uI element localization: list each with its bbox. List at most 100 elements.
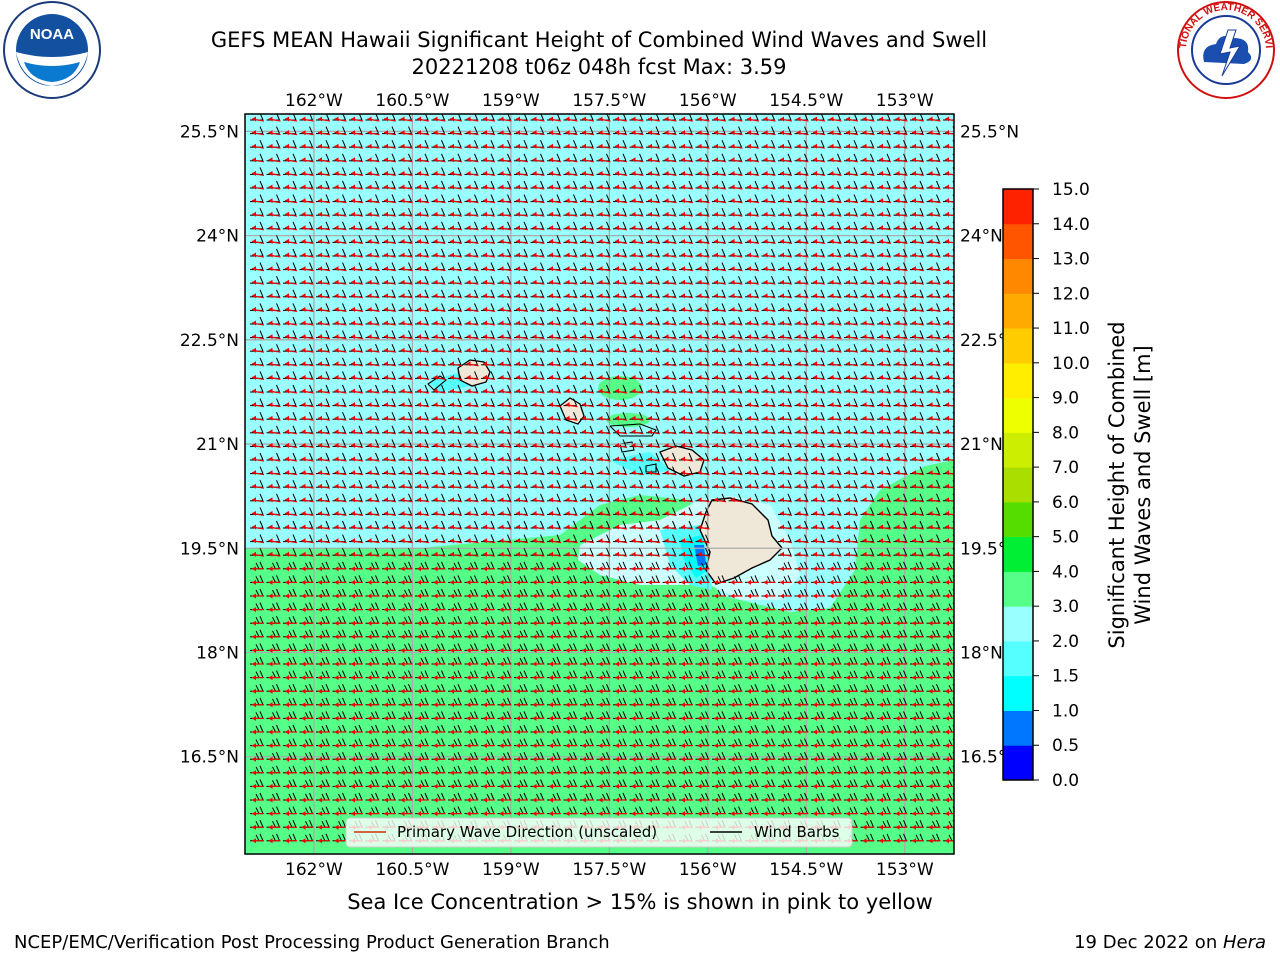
footer-date-text: 19 Dec 2022 on [1074,932,1223,953]
wave-direction-arrow [251,170,265,176]
wave-direction-arrow [631,130,644,136]
colorbar-swatch [1003,362,1033,399]
colorbar-swatch [1003,223,1033,260]
wave-direction-arrow [482,143,496,149]
wave-direction-arrow [416,170,430,176]
wave-direction-arrow [829,143,842,149]
colorbar-swatch [1003,571,1033,607]
noaa-logo-text: NOAA [30,26,74,43]
wave-direction-arrow [515,130,529,136]
lon-label-top: 154.5°W [769,91,843,111]
colorbar-tick-label: 6.0 [1052,493,1079,513]
wave-direction-arrow [268,116,281,122]
wave-direction-arrow [350,170,364,176]
wave-direction-arrow [482,130,496,136]
wave-direction-arrow [532,143,545,149]
wave-direction-arrow [796,143,809,149]
wave-direction-arrow [796,157,809,163]
wave-direction-arrow [746,116,760,122]
wave-direction-arrow [548,143,562,149]
wave-direction-arrow [284,130,298,136]
wave-direction-arrow [581,116,595,122]
wave-direction-arrow [763,143,776,149]
wave-direction-arrow [763,116,776,122]
lat-label-right: 25.5°N [960,122,1019,142]
map-title: GEFS MEAN Hawaii Significant Height of C… [210,28,988,52]
wave-direction-arrow [631,143,644,149]
wave-direction-arrow [812,143,826,149]
wave-direction-arrow [449,130,463,136]
wave-direction-arrow [532,157,545,163]
wave-direction-arrow [944,116,954,122]
island-lanai [619,441,635,453]
wave-direction-arrow [301,116,314,122]
wave-direction-arrow [416,130,430,136]
wave-direction-arrow [565,130,578,136]
wave-direction-arrow [911,157,925,163]
wave-direction-arrow [598,130,611,136]
wave-direction-arrow [845,116,859,122]
map-legend: Primary Wave Direction (unscaled) Wind B… [345,817,853,848]
colorbar-tick-label: 1.5 [1052,667,1079,687]
wave-direction-arrow [647,116,661,122]
wave-direction-arrow [301,170,314,176]
wave-direction-arrow [862,157,875,163]
colorbar-swatch [1003,397,1033,433]
wave-direction-arrow [911,143,925,149]
colorbar-swatch [1003,745,1033,781]
wave-direction-arrow [466,116,479,122]
wave-direction-arrow [664,130,677,136]
colorbar-swatch [1003,467,1033,503]
wave-direction-arrow [631,157,644,163]
colorbar-swatch [1003,189,1033,225]
wave-direction-arrow [548,130,562,136]
nws-logo: NATIONAL WEATHER SERVICE [1174,0,1275,99]
wave-direction-arrow [433,143,446,149]
wave-direction-arrow [499,157,512,163]
wave-direction-arrow [515,157,529,163]
wave-direction-arrow [383,143,397,149]
wave-direction-arrow [532,116,545,122]
wave-direction-arrow [251,143,265,149]
wave-direction-arrow [911,116,925,122]
colorbar-tick-label: 3.0 [1052,597,1079,617]
wave-direction-arrow [812,130,826,136]
wave-direction-arrow [301,143,314,149]
island-kahoolawe [645,463,657,473]
wave-direction-arrow [565,116,578,122]
wave-direction-arrow [515,116,529,122]
wave-direction-arrow [334,116,347,122]
wave-direction-arrow [647,143,661,149]
wave-direction-arrow [284,157,298,163]
wave-direction-arrow [779,157,793,163]
lon-label-bottom: 156°W [679,860,737,880]
wave-direction-arrow [416,143,430,149]
wave-direction-arrow [680,130,694,136]
wave-direction-arrow [367,157,380,163]
lon-label-top: 162°W [285,91,343,111]
wave-direction-arrow [878,130,892,136]
lon-label-bottom: 157.5°W [572,860,646,880]
colorbar-tick-label: 5.0 [1052,528,1079,548]
wave-direction-arrow [812,116,826,122]
wave-direction-arrow [581,130,595,136]
wave-direction-arrow [433,130,446,136]
wave-direction-arrow [763,157,776,163]
wave-direction-arrow [334,143,347,149]
wave-direction-arrow [334,130,347,136]
colorbar-title-line2: Wind Waves and Swell [m] [1131,345,1155,625]
colorbar-swatch [1003,710,1033,746]
wave-direction-arrow [400,170,413,176]
wave-direction-arrow [449,143,463,149]
colorbar-tick-label: 0.0 [1052,771,1079,791]
wave-direction-arrow [317,116,331,122]
colorbar-tick-label: 12.0 [1052,284,1090,304]
wave-direction-arrow [697,157,710,163]
wave-direction-arrow [713,157,727,163]
wave-direction-arrow [383,130,397,136]
wave-direction-arrow [383,170,397,176]
wave-direction-arrow [697,143,710,149]
wave-direction-arrow [565,157,578,163]
wave-direction-arrow [730,157,743,163]
footer-credit: NCEP/EMC/Verification Post Processing Pr… [14,932,610,953]
